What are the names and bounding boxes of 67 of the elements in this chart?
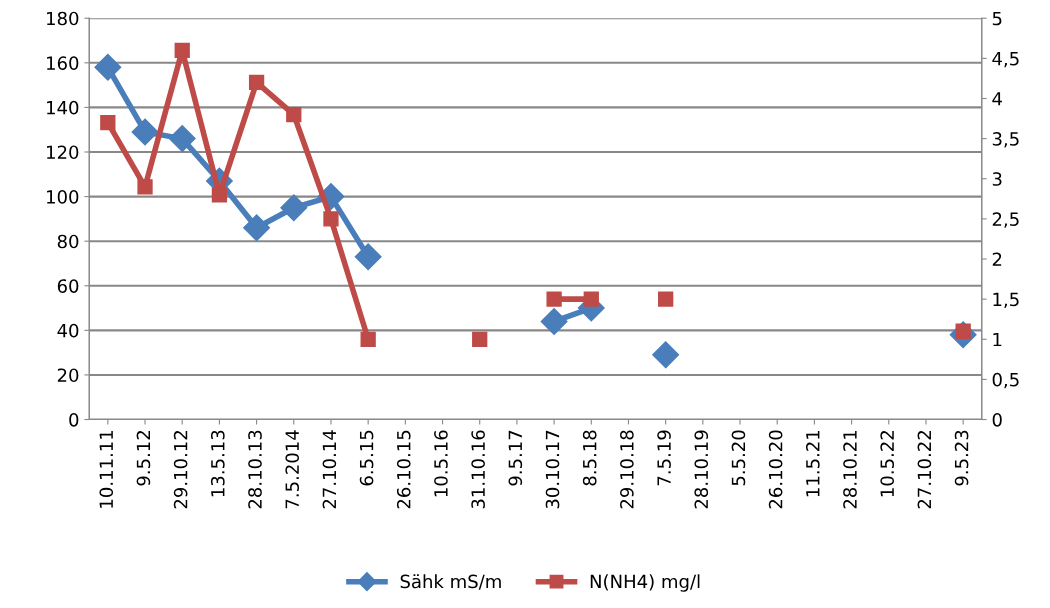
x-tick-label: 31.10.16 [471,430,485,509]
y2-tick-label: 0,5 [992,372,1019,389]
y2-tick-label: 1,5 [993,292,1019,309]
point [286,106,302,123]
point [583,291,599,307]
y2-tick-label: 1 [993,332,1002,347]
x-tick-label: 29.10.18 [620,430,634,509]
point [360,331,376,347]
point [540,307,568,335]
x-tick-label: 10.5.16 [434,430,448,497]
x-tick-label: 9.5.12 [136,431,151,486]
x-tick-label: 26.10.15 [396,430,411,509]
x-tick-label: 7.5.2014 [285,430,300,509]
point [168,125,196,153]
y2-tick-label: 0 [992,412,1002,427]
x-tick-label: 26.10.20 [768,430,783,509]
y2-tick-label: 2 [992,252,1002,266]
x-tick-label: 28.10.13 [248,430,262,509]
point [248,74,265,91]
point [137,179,153,195]
point [131,118,159,146]
x-tick-label: 11.5.21 [805,430,820,497]
point [652,341,680,369]
x-tick-label: 5.5.20 [731,430,746,486]
point [174,42,190,58]
x-tick-label: 9.5.23 [954,430,969,486]
point [243,214,271,242]
point [94,53,122,81]
y-tick-label: 160 [47,56,79,70]
x-tick-label: 9.5.17 [508,430,523,486]
x-tick-label: 28.10.21 [843,430,857,509]
y2-tick-label: 2,5 [992,212,1019,228]
x-tick-label: 10.11.11 [99,430,114,508]
point [546,291,562,307]
x-tick-label: 30.10.17 [545,430,560,509]
y-tick-label: 100 [47,190,79,204]
y-tick-label: 20 [57,368,79,383]
x-tick-label: 27.10.14 [322,430,337,509]
y2-tick-label: 5 [992,11,1002,26]
x-tick-label: 8.5.18 [582,430,597,486]
legend-label: Sähk mS/m [400,574,501,590]
y2-tick-label: 3,5 [992,132,1019,148]
x-tick-label: 28.10.19 [694,430,709,509]
y-tick-label: 60 [57,279,79,293]
x-tick-label: 10.5.22 [880,431,895,497]
point [323,211,339,227]
y-tick-label: 140 [47,100,79,115]
x-tick-label: 7.5.19 [657,430,671,486]
y-tick-label: 120 [47,145,79,160]
y2-tick-label: 4,5 [992,52,1019,68]
y-tick-label: 180 [47,11,79,26]
x-tick-label: 6.5.15 [359,430,374,486]
point [100,114,116,131]
x-tick-label: 13.5.13 [210,430,225,497]
x-tick-label: 27.10.22 [917,431,932,509]
y-tick-label: 0 [69,412,79,427]
x-tick-label: 29.10.12 [173,431,188,509]
point [472,331,488,347]
y-tick-label: 40 [57,323,79,338]
y2-tick-label: 3 [992,172,1002,186]
point [354,243,382,271]
y-tick-label: 80 [57,234,79,249]
y2-tick-label: 4 [992,92,1002,106]
point [280,194,308,222]
legend-label: N(NH4) mg/l [590,574,700,592]
point [658,291,674,307]
point [211,187,228,203]
